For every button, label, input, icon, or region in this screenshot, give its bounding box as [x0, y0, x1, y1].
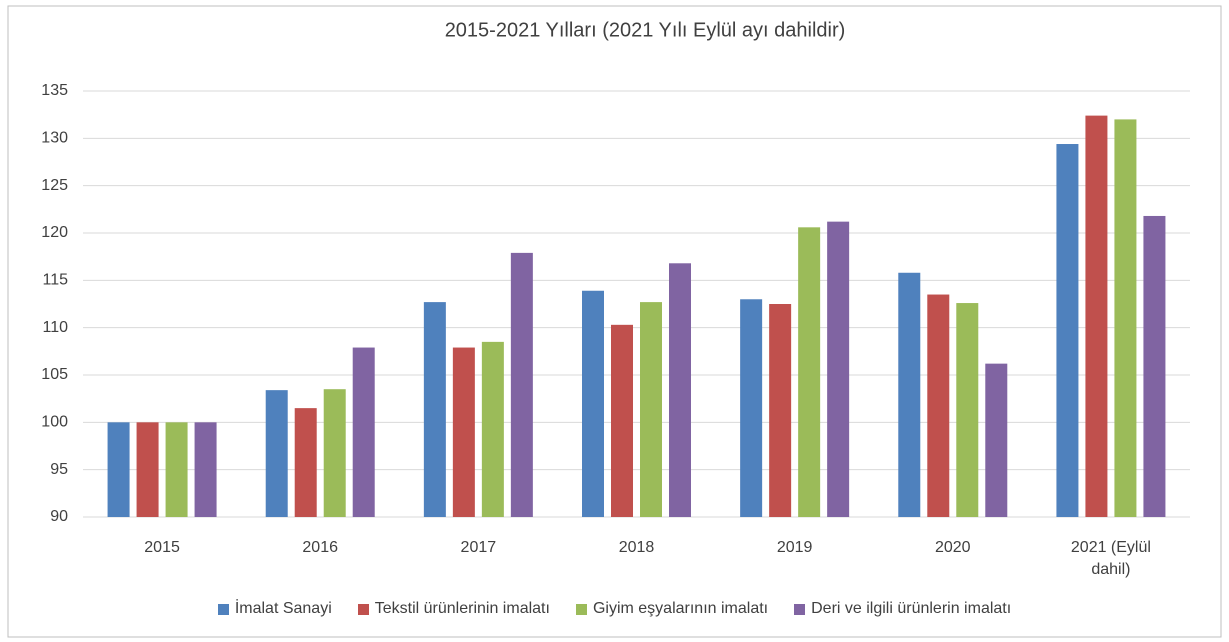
legend-swatch [217, 603, 229, 615]
y-tick-label: 110 [42, 319, 68, 336]
bar [265, 390, 288, 517]
bar [611, 324, 633, 517]
bar [740, 299, 763, 517]
bar [985, 363, 1008, 517]
x-tick-label: 2017 [460, 539, 497, 556]
y-tick-label: 135 [41, 82, 68, 99]
bar [827, 221, 850, 517]
legend-item: Tekstil ürünlerinin imalatı [357, 600, 550, 618]
legend-item: Giyim eşyalarının imalatı [575, 600, 769, 618]
legend-label: İmalat Sanayi [234, 600, 332, 617]
bar [927, 294, 950, 517]
bar [1114, 119, 1137, 518]
y-tick-label: 100 [41, 414, 68, 431]
y-tick-label: 95 [50, 461, 68, 478]
bar [294, 408, 317, 517]
y-tick-label: 115 [42, 272, 68, 289]
x-tick-label: 2016 [302, 539, 338, 556]
bar [582, 290, 604, 517]
bar [956, 303, 979, 517]
bar [107, 422, 130, 517]
y-tick-label: 130 [41, 130, 68, 147]
legend-swatch [794, 603, 806, 615]
bar [481, 341, 504, 517]
legend-label: Deri ve ilgili ürünlerin imalatı [811, 600, 1012, 617]
x-tick-label: 2020 [934, 539, 971, 556]
y-tick-label: 105 [41, 366, 68, 383]
chart-title: 2015-2021 Yılları (2021 Yılı Eylül ayı d… [445, 19, 846, 41]
legend-label: Giyim eşyalarının imalatı [592, 600, 769, 617]
bar [1085, 115, 1108, 517]
x-tick-label: 2021 (Eylül dahil) [1070, 539, 1151, 578]
x-tick-label: 2019 [776, 539, 813, 556]
legend-item: İmalat Sanayi [217, 600, 332, 618]
bar [898, 272, 921, 517]
bar [1056, 144, 1079, 517]
bar [769, 304, 792, 517]
legend-swatch [575, 603, 587, 615]
y-tick-label: 125 [41, 177, 68, 194]
bar [423, 302, 446, 517]
x-tick-label: 2018 [618, 539, 655, 556]
bar [323, 389, 346, 517]
chart-border [7, 5, 1222, 638]
bar [510, 252, 533, 517]
legend-swatch [357, 603, 369, 615]
bar [640, 302, 662, 517]
bar [1143, 215, 1166, 517]
legend-label: Tekstil ürünlerinin imalatı [374, 600, 550, 617]
bar [452, 347, 475, 517]
legend: İmalat Sanayi Tekstil ürünlerinin imalatı… [0, 600, 1229, 618]
y-tick-label: 120 [41, 224, 68, 241]
bar [798, 227, 821, 517]
y-tick-label: 90 [50, 508, 68, 525]
x-tick-label: 2015 [144, 539, 180, 556]
bar [165, 422, 188, 517]
bar [194, 422, 217, 517]
bar [669, 263, 691, 517]
legend-item: Deri ve ilgili ürünlerin imalatı [794, 600, 1011, 618]
bar [352, 347, 375, 517]
bar [136, 422, 159, 517]
